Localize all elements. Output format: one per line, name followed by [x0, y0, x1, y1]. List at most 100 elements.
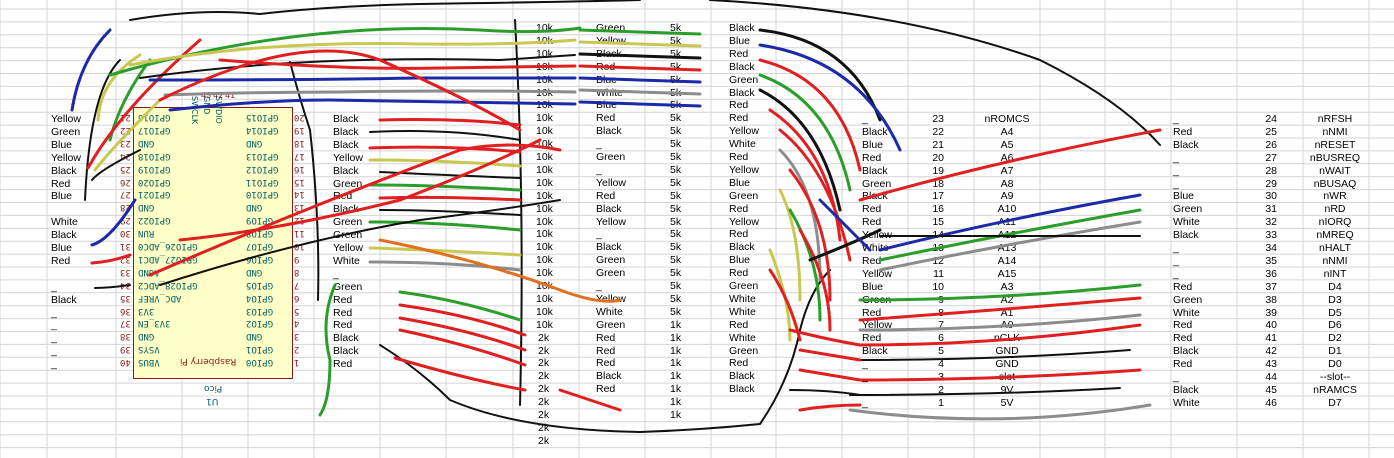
blue-wire [168, 98, 577, 112]
slot-pin-number: 39 [1265, 306, 1277, 319]
slot-wire-color: Black [1173, 345, 1199, 358]
black-wire [91, 149, 141, 181]
wire-color-cell: Red [596, 112, 616, 125]
wire-color-cell: _ [51, 332, 57, 345]
black-wire [159, 199, 561, 286]
gray-wire [163, 89, 577, 97]
wire-color-cell: Black [729, 241, 755, 254]
slot-signal: nRD [1324, 203, 1346, 216]
slot-wire-color: Black [862, 125, 888, 138]
resistor-cell: 10k [536, 241, 553, 254]
red-wire [858, 323, 1142, 347]
slot-signal: A8 [1000, 177, 1014, 190]
slot-wire-color: Red [1173, 358, 1193, 371]
wire-color-cell: _ [596, 138, 602, 151]
wire-color-cell: Black [729, 370, 755, 383]
black-wire [379, 269, 831, 433]
slot-pin-number: 42 [1265, 345, 1277, 358]
gray-wire [858, 313, 1142, 332]
slot-wire-color: Red [862, 203, 882, 216]
pico-board: Raspberry Pi Pico U1 GPIO16 GPIO17 GND GPIO… [120, 91, 305, 406]
wire-color-cell: Green [333, 216, 363, 229]
wire-color-cell: Black [51, 229, 77, 242]
wire-color-cell: Black [596, 241, 622, 254]
wire-color-cell: White [729, 138, 756, 151]
slot-signal: nRESET [1314, 138, 1356, 151]
resistor-cell: 2k [538, 421, 550, 434]
wire-color-cell: Green [729, 344, 759, 357]
fan-wire [788, 208, 822, 322]
wire-color-cell: Black [51, 293, 77, 306]
slot-signal: nWAIT [1319, 164, 1351, 177]
slot-pin-number: 24 [1265, 113, 1277, 125]
red-wire [858, 368, 1142, 382]
slot-pin-number: 38 [1265, 293, 1277, 306]
orange-wire [378, 238, 622, 303]
slot-wire-color: _ [862, 113, 868, 125]
short-wire [578, 100, 702, 108]
red-wire [858, 296, 1142, 322]
resistor-cell: 2k [538, 344, 550, 357]
resistor-cell: 10k [536, 163, 553, 176]
resistor-cell: 1k [670, 409, 682, 421]
black-wire [709, 0, 1161, 146]
wire-color-cell: Black [729, 22, 755, 34]
slot-wire-color: Green [1173, 293, 1203, 306]
yellow-wire [96, 53, 142, 122]
wire-color-cell: Black [729, 383, 755, 396]
slot-signal: nHALT [1319, 242, 1351, 254]
slot-pin-number: 10 [932, 280, 944, 293]
slot-wire-color: Red [1173, 319, 1193, 332]
slot-pin-number: 26 [1265, 138, 1277, 151]
wire-color-cell: Yellow [333, 151, 363, 164]
black-wire [379, 171, 521, 179]
slot-wire-color: Red [862, 216, 882, 229]
green-wire [108, 26, 582, 77]
slot-signal: A7 [1000, 164, 1014, 177]
wire-color-cell: Red [333, 358, 353, 371]
resistor-cell: 10k [536, 176, 553, 189]
gray-wire [848, 403, 1152, 421]
yellow-wire [93, 98, 162, 172]
slot-wire-color: Red [862, 254, 882, 267]
resistor-cell: 5k [670, 292, 682, 305]
resistor-cell: 10k [536, 215, 553, 228]
green-wire [318, 283, 337, 417]
black-wire [859, 349, 1131, 361]
slot-wire-color: _ [1173, 177, 1179, 190]
slot-pin-number: 17 [932, 190, 944, 203]
slot-wire-color: Red [862, 306, 882, 319]
slot-signal: D5 [1328, 306, 1342, 319]
wire-color-cell: Blue [51, 190, 73, 203]
resistor-cell: 1k [670, 357, 682, 370]
yellow-wire [368, 158, 522, 168]
wire-color-cell: Yellow [51, 113, 81, 125]
short-wire [578, 88, 702, 96]
wire-color-cell: Black [729, 86, 755, 99]
resistor-cell: 5k [670, 125, 682, 138]
resistor-cell: 5k [670, 215, 682, 228]
pico-debug-pin-number: 41 [225, 91, 236, 100]
wire-color-cell: Yellow [51, 151, 81, 164]
resistor-cell: 5k [670, 241, 682, 254]
wire-color-cell: _ [596, 228, 602, 241]
wire-color-cell: Black [729, 60, 755, 73]
wire-color-cell: Yellow [729, 125, 759, 138]
slot-wire-color: Yellow [862, 267, 892, 280]
wire-color-cell: Green [596, 151, 626, 163]
blue-wire [90, 198, 137, 247]
fan-wire [758, 28, 882, 122]
slot-signal: D4 [1328, 280, 1342, 293]
wire-color-cell: Red [596, 331, 616, 344]
slot-wire-color: White [1173, 396, 1200, 409]
resistor-cell: 10k [536, 202, 553, 215]
slot-pin-number: 16 [932, 203, 944, 216]
wire-color-cell: _ [51, 306, 57, 319]
resistor-cell: 5k [670, 267, 682, 280]
slot-wire-color: Black [1173, 383, 1199, 396]
wire-color-cell: Green [596, 267, 626, 280]
slot-pin-number: 5 [938, 345, 944, 358]
resistor-cell: 5k [670, 22, 682, 34]
resistor-cell: 2k [538, 409, 550, 421]
